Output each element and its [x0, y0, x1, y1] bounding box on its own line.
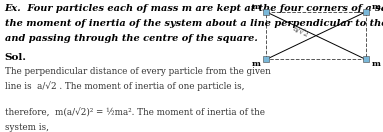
Text: m: m — [252, 60, 260, 68]
Text: a/√2: a/√2 — [291, 24, 310, 39]
Text: m: m — [372, 3, 380, 11]
Text: m: m — [252, 3, 260, 11]
Text: Sol.: Sol. — [5, 53, 26, 62]
Text: m: m — [372, 60, 380, 68]
Text: the moment of inertia of the system about a line perpendicular to the plane of t: the moment of inertia of the system abou… — [5, 19, 383, 28]
Text: line is  a/√2 . The moment of inertia of one particle is,: line is a/√2 . The moment of inertia of … — [5, 81, 244, 91]
Text: and passing through the centre of the square.: and passing through the centre of the sq… — [5, 34, 257, 43]
Text: Ex.  Four particles each of mass m are kept at the four corners of a square of e: Ex. Four particles each of mass m are ke… — [5, 4, 383, 13]
Text: The perpendicular distance of every particle from the given: The perpendicular distance of every part… — [5, 67, 270, 76]
Text: system is,: system is, — [5, 123, 49, 132]
Text: therefore,  m(a/√2)² = ½ma². The moment of inertia of the: therefore, m(a/√2)² = ½ma². The moment o… — [5, 109, 265, 118]
